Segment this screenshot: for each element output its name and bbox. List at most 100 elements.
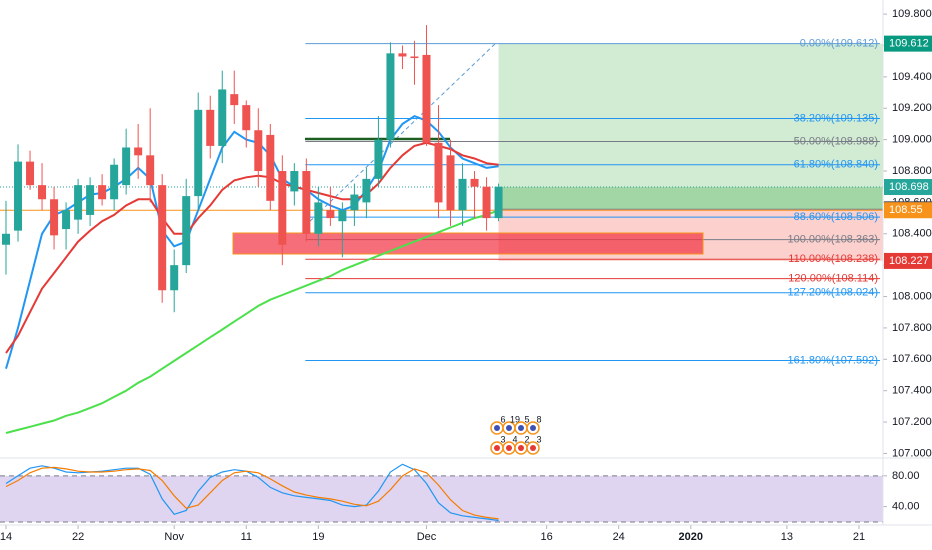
y-tick-label: 109.800	[892, 8, 932, 20]
price-label: 108.698	[889, 181, 929, 193]
x-tick-label: 19	[312, 531, 324, 543]
event-count: 6	[500, 414, 505, 424]
candle-body	[458, 178, 467, 211]
support-zone	[232, 232, 704, 255]
price-label-bg	[884, 202, 932, 219]
event-flag	[518, 425, 524, 431]
price-label: 109.612	[889, 38, 929, 50]
fib-label: 38.20%(109.135)	[794, 112, 878, 124]
event-flag	[494, 425, 500, 431]
x-tick-label: Dec	[417, 531, 437, 543]
candle-body	[170, 265, 179, 291]
candle-body	[158, 185, 167, 291]
x-tick-label: 11	[241, 531, 252, 543]
candle-body	[446, 155, 455, 211]
y-tick-label: 107.000	[892, 447, 932, 459]
price-label-bg	[884, 252, 932, 269]
back-layer: 0.00%(109.612) 38.20%(109.135) 50.00%(108.…	[0, 38, 883, 366]
candle-body	[26, 161, 35, 186]
x-tick-label: 24	[613, 531, 625, 543]
candle-body	[62, 210, 71, 230]
oscillator-line	[5, 466, 499, 520]
candle-body	[206, 109, 215, 146]
oscillator-band	[0, 475, 883, 522]
candle-body	[350, 194, 359, 211]
candle-body	[134, 147, 143, 156]
candle-body	[38, 185, 47, 200]
event-flag	[530, 445, 536, 451]
current-zone	[498, 187, 883, 210]
event-count: 8	[536, 414, 541, 424]
x-tick-label: 16	[540, 531, 552, 543]
event-flag	[494, 445, 500, 451]
x-tick-label: Nov	[164, 531, 184, 543]
price-label: 108.227	[889, 255, 929, 267]
candle-body	[74, 185, 83, 220]
x-tick-label: 22	[72, 531, 84, 543]
y-tick-label: 107.200	[892, 416, 932, 428]
candle-body	[494, 186, 503, 219]
candle-body	[218, 89, 227, 146]
y-tick-label: 109.400	[892, 71, 932, 83]
candle-body	[122, 147, 131, 186]
y-tick-label: 80.00	[892, 470, 920, 482]
price-label-bg	[884, 35, 932, 52]
candle-body	[398, 53, 407, 57]
moving-average	[5, 209, 499, 434]
candle-body	[242, 105, 251, 131]
candle-body	[230, 94, 239, 106]
event-count: 3	[500, 434, 505, 444]
event-count: 19	[510, 414, 520, 424]
candle-body	[422, 54, 431, 143]
y-tick-label: 107.400	[892, 385, 932, 397]
fib-label: 161.80%(107.592)	[787, 354, 878, 366]
event-count: 4	[512, 434, 517, 444]
candle-body	[338, 210, 347, 222]
candle-body	[434, 142, 443, 203]
candle-body	[410, 56, 419, 59]
candle-body	[254, 130, 263, 172]
candle-body	[182, 196, 191, 266]
candle-body	[2, 233, 11, 245]
candle-body	[50, 199, 59, 236]
x-tick-label: 21	[853, 531, 865, 543]
fib-label: 100.00%(108.363)	[787, 233, 878, 245]
event-flag	[506, 445, 512, 451]
candle-body	[386, 53, 395, 140]
moving-average	[5, 141, 499, 354]
event-flag	[530, 425, 536, 431]
price-label: 108.55	[889, 204, 923, 216]
candle-body	[14, 161, 23, 231]
fib-label: 110.00%(108.238)	[788, 253, 878, 265]
x-tick-label: 13	[781, 531, 793, 543]
event-flag	[518, 445, 524, 451]
candle-body	[110, 164, 119, 200]
fib-label: 88.60%(108.506)	[794, 211, 878, 223]
candle-body	[470, 178, 479, 187]
candle-body	[86, 185, 95, 215]
candle-body	[302, 171, 311, 234]
candle-body	[362, 178, 371, 203]
fib-label: 0.00%(109.612)	[800, 38, 878, 50]
y-tick-label: 107.800	[892, 322, 932, 334]
y-tick-label: 107.600	[892, 353, 932, 365]
y-tick-label: 108.800	[892, 165, 932, 177]
candle-body	[278, 171, 287, 245]
y-tick-label: 40.00	[892, 501, 920, 513]
fib-label: 50.00%(108.988)	[794, 135, 878, 147]
candle-body	[146, 155, 155, 186]
candle-body	[314, 202, 323, 234]
x-tick-label: 2020	[679, 531, 703, 543]
event-flag	[506, 425, 512, 431]
candle-body	[266, 134, 275, 201]
candle-body	[290, 171, 299, 192]
y-tick-label: 108.000	[892, 290, 932, 302]
candle-body	[98, 185, 107, 200]
profit-zone	[498, 43, 883, 210]
price-label-bg	[884, 179, 932, 196]
candle-body	[194, 109, 203, 197]
candle-body	[482, 186, 491, 219]
fib-label: 120.00%(108.114)	[788, 273, 878, 285]
x-tick-label: 14	[0, 531, 12, 543]
event-count: 3	[536, 434, 541, 444]
